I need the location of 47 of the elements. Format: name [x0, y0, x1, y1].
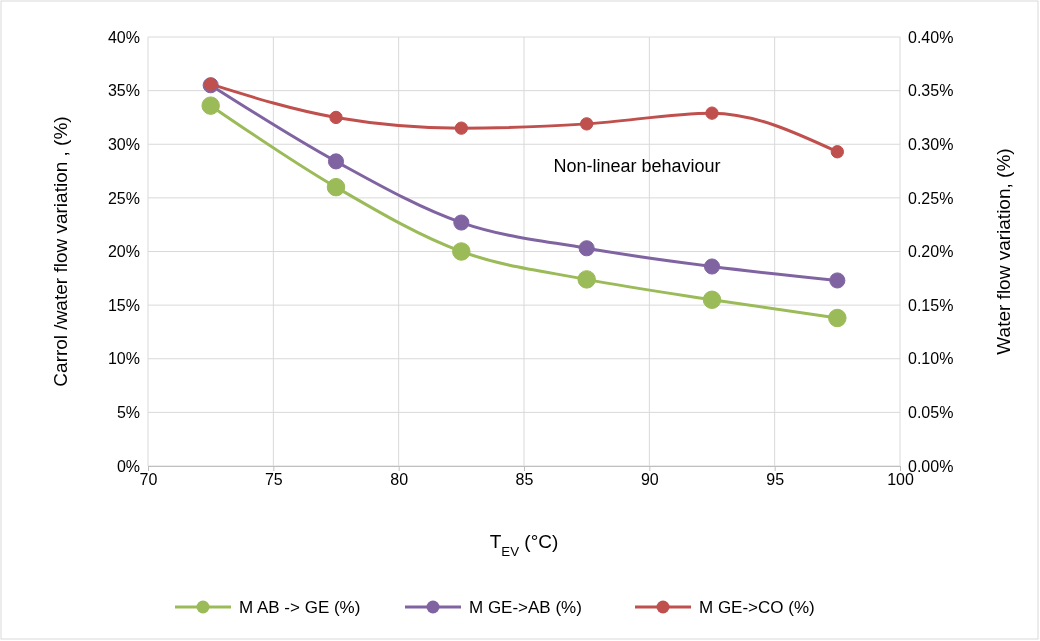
point: [702, 290, 722, 309]
x-tick-label: 75: [264, 471, 283, 489]
point: [452, 242, 471, 261]
y2-tick-label: 0.40%: [908, 28, 954, 46]
y2-axis-title: Water flow variation, (%): [993, 148, 1014, 355]
y-tick-label: 35%: [107, 82, 140, 100]
y2-tick-label: 0.10%: [908, 350, 954, 368]
legend-label: M GE->CO (%): [699, 598, 815, 617]
legend-label: M AB -> GE (%): [239, 598, 361, 617]
y-tick-label: 15%: [107, 296, 140, 314]
x-tick-label: 100: [887, 471, 914, 489]
point: [329, 110, 343, 125]
point: [327, 153, 345, 170]
annotation: Non-linear behaviour: [553, 156, 721, 176]
legend-label: M GE->AB (%): [469, 598, 582, 617]
y2-tick-label: 0.15%: [908, 296, 954, 314]
point: [453, 214, 470, 231]
x-tick-label: 80: [390, 471, 409, 489]
point: [578, 240, 595, 257]
point: [829, 272, 846, 289]
y2-tick-label: 0.35%: [908, 82, 954, 100]
y2-tick-label: 0.30%: [908, 135, 954, 153]
y-tick-label: 10%: [107, 350, 140, 368]
x-axis-title: T$_{EV}$ (°C): [489, 531, 559, 559]
point: [454, 121, 469, 135]
x-tick-label: 95: [766, 471, 785, 489]
point: [703, 258, 721, 275]
y2-tick-label: 0.25%: [908, 189, 954, 207]
point: [830, 145, 845, 159]
y-tick-label: 0%: [116, 457, 140, 475]
x-tick-label: 90: [640, 471, 659, 489]
y-tick-label: 40%: [107, 28, 140, 46]
point: [579, 117, 594, 131]
y-tick-label: 5%: [116, 403, 140, 421]
y-tick-label: 25%: [107, 189, 140, 207]
y2-tick-label: 0.20%: [908, 243, 954, 261]
x-tick-label: 85: [515, 471, 534, 489]
point: [828, 308, 847, 328]
point: [326, 177, 346, 197]
y2-tick-label: 0.05%: [908, 403, 954, 421]
y-axis-title: Carrol /water flow variation , (%): [50, 116, 71, 387]
y-tick-label: 20%: [107, 243, 140, 261]
point: [577, 270, 596, 289]
point: [201, 96, 220, 115]
x-tick-label: 70: [139, 471, 158, 489]
y-tick-label: 30%: [107, 135, 140, 153]
point: [705, 106, 719, 120]
